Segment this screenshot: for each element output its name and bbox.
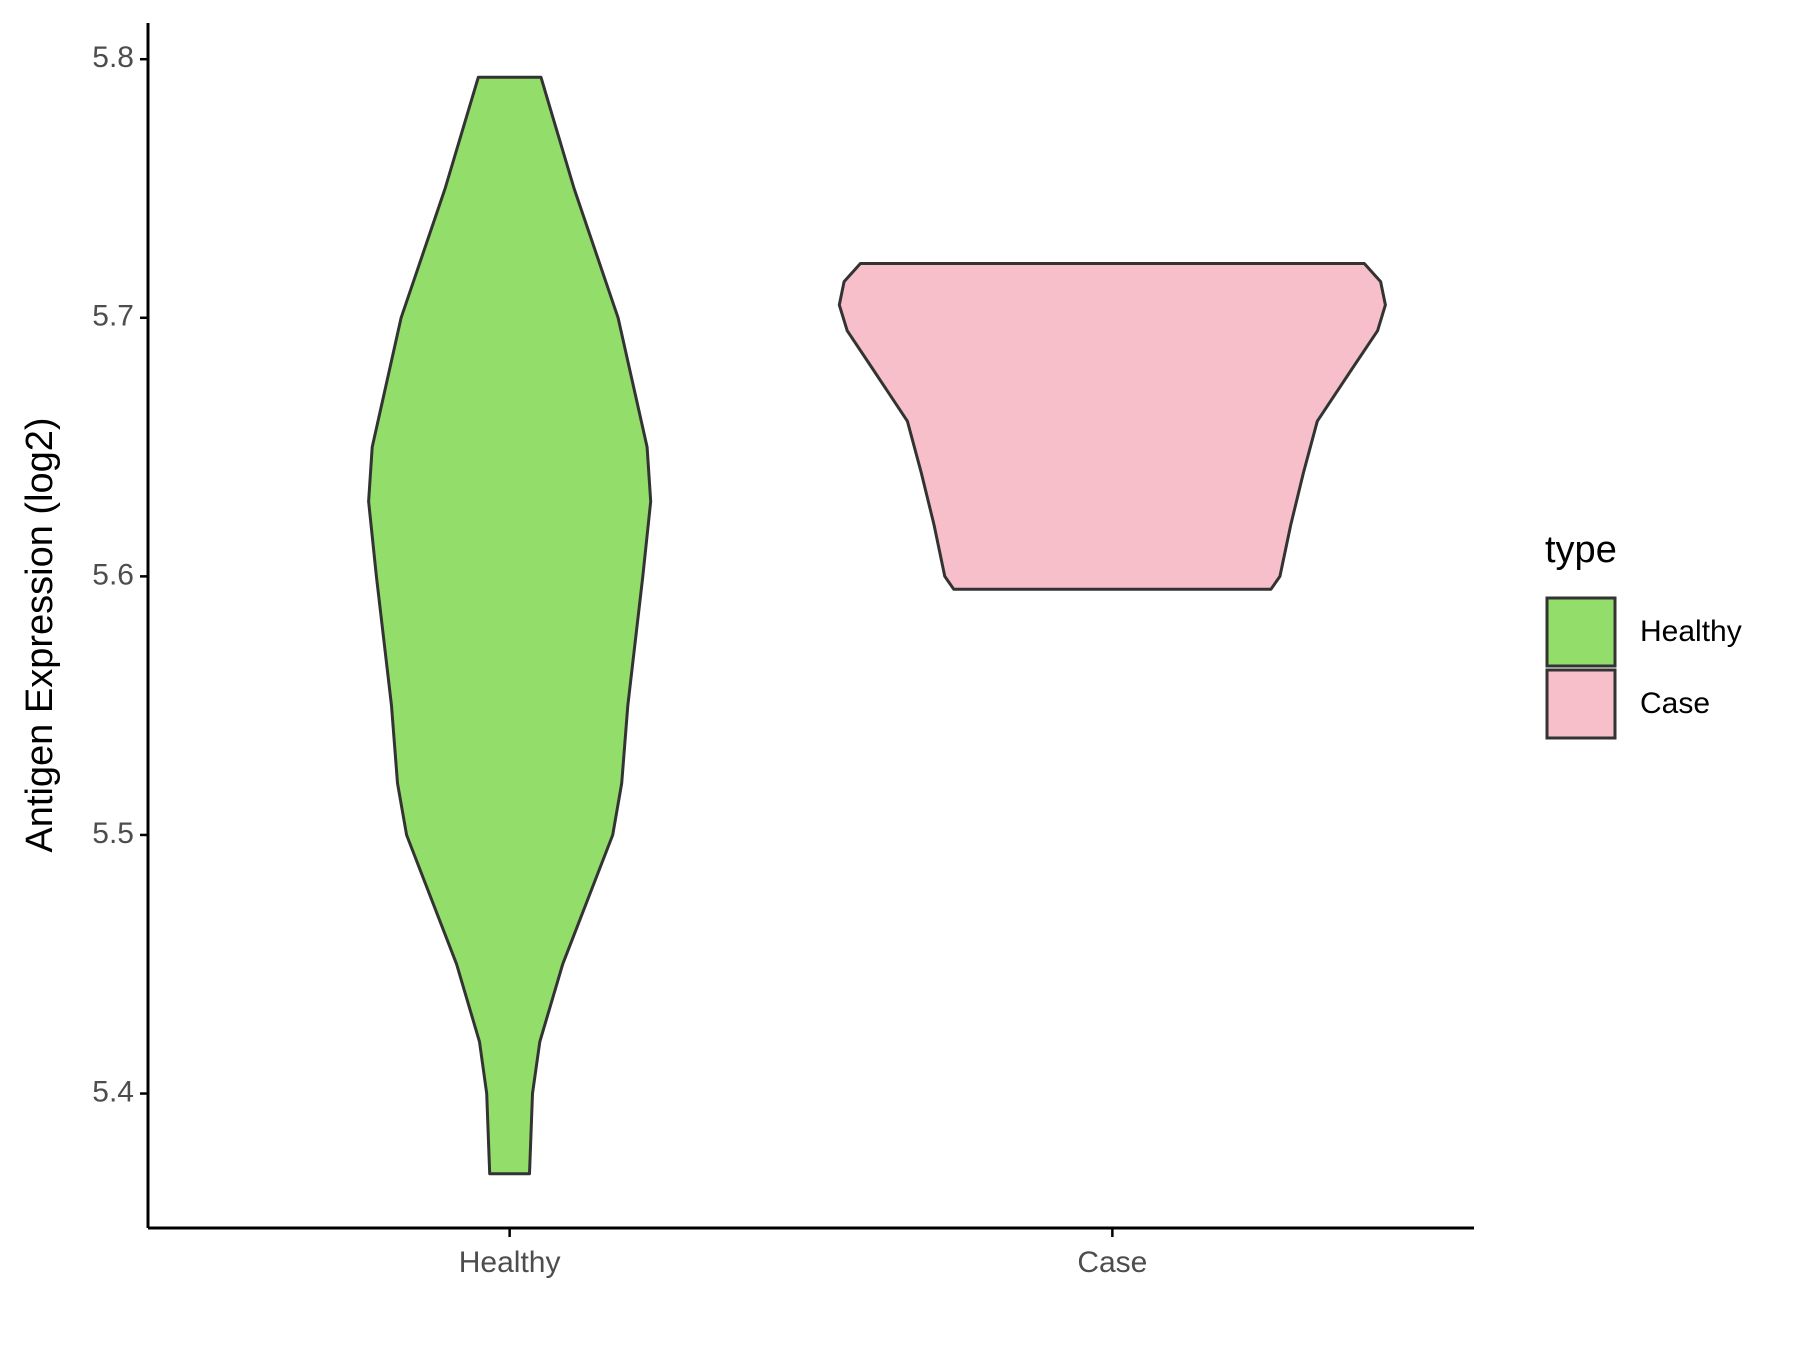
legend-label: Healthy [1640,615,1742,648]
x-tick-label: Case [1077,1246,1147,1279]
y-tick-label: 5.4 [92,1075,134,1108]
legend-label: Case [1640,687,1710,720]
y-tick-label: 5.7 [92,300,134,333]
y-tick-label: 5.8 [92,41,134,74]
violin [367,75,653,1176]
y-tick-label: 5.6 [92,558,134,591]
legend-swatch [1545,596,1617,668]
legend-title: type [1545,529,1617,571]
y-axis-title: Antigen Expression (log2) [19,417,61,852]
y-tick-label: 5.5 [92,817,134,850]
legend-swatch [1545,668,1617,740]
violin [837,262,1387,591]
x-tick-label: Healthy [459,1246,561,1279]
